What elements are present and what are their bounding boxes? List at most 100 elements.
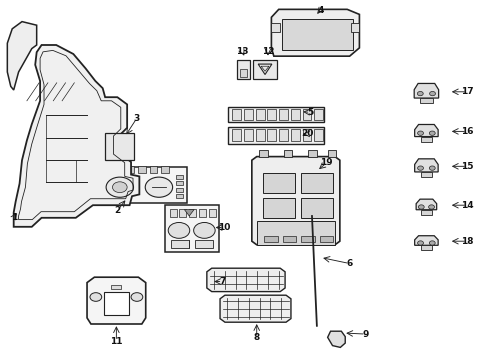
- Text: 15: 15: [460, 162, 472, 171]
- Text: 4: 4: [316, 5, 323, 14]
- Bar: [161, 166, 169, 173]
- Bar: [307, 150, 316, 157]
- Bar: [114, 166, 122, 173]
- Bar: [282, 19, 352, 50]
- Bar: [420, 245, 431, 250]
- Bar: [290, 129, 299, 141]
- Polygon shape: [251, 157, 339, 245]
- Bar: [95, 194, 102, 198]
- Text: 6: 6: [346, 259, 352, 268]
- Text: 13: 13: [235, 46, 248, 55]
- Bar: [228, 127, 323, 144]
- Bar: [301, 236, 314, 242]
- Bar: [244, 129, 252, 141]
- Circle shape: [131, 293, 142, 301]
- Bar: [290, 109, 299, 120]
- Bar: [95, 181, 102, 185]
- Bar: [420, 172, 431, 177]
- Bar: [104, 292, 128, 315]
- Bar: [164, 205, 218, 252]
- Circle shape: [428, 131, 434, 135]
- Bar: [263, 198, 294, 218]
- Bar: [149, 166, 157, 173]
- Text: 14: 14: [460, 201, 472, 210]
- Bar: [302, 109, 311, 120]
- Text: 16: 16: [460, 127, 472, 136]
- Bar: [419, 98, 432, 103]
- Bar: [314, 129, 323, 141]
- Polygon shape: [413, 84, 438, 98]
- Circle shape: [428, 91, 435, 96]
- Bar: [239, 69, 247, 77]
- Bar: [199, 209, 205, 217]
- Text: 3: 3: [134, 113, 140, 122]
- Text: 1: 1: [11, 213, 17, 222]
- Bar: [264, 236, 277, 242]
- Circle shape: [417, 166, 423, 170]
- Circle shape: [428, 166, 434, 170]
- Bar: [421, 210, 430, 215]
- Bar: [105, 133, 134, 160]
- Bar: [170, 240, 188, 248]
- Text: 7: 7: [219, 277, 225, 286]
- Bar: [255, 109, 264, 120]
- Bar: [267, 109, 276, 120]
- Bar: [283, 150, 292, 157]
- Circle shape: [193, 222, 215, 238]
- Bar: [259, 150, 267, 157]
- Bar: [194, 240, 212, 248]
- Text: 20: 20: [300, 129, 313, 138]
- Text: 10: 10: [217, 223, 230, 232]
- Bar: [282, 236, 296, 242]
- Bar: [236, 60, 250, 79]
- Circle shape: [417, 131, 423, 135]
- Polygon shape: [414, 236, 437, 245]
- Bar: [301, 173, 332, 193]
- Polygon shape: [414, 125, 437, 136]
- Bar: [255, 129, 264, 141]
- Polygon shape: [327, 331, 345, 347]
- Bar: [279, 129, 287, 141]
- Polygon shape: [87, 277, 145, 324]
- Polygon shape: [7, 22, 37, 90]
- Circle shape: [427, 205, 434, 209]
- Circle shape: [416, 91, 423, 96]
- Bar: [176, 194, 183, 198]
- Bar: [267, 129, 276, 141]
- Circle shape: [90, 293, 102, 301]
- Bar: [95, 175, 102, 179]
- Text: 19: 19: [320, 158, 332, 167]
- Circle shape: [417, 205, 424, 209]
- Bar: [256, 221, 334, 245]
- Bar: [176, 181, 183, 185]
- Bar: [95, 188, 102, 192]
- Polygon shape: [414, 159, 437, 172]
- Bar: [253, 60, 276, 79]
- Polygon shape: [415, 199, 436, 210]
- Polygon shape: [206, 268, 285, 292]
- Bar: [302, 129, 311, 141]
- Circle shape: [145, 177, 172, 197]
- Circle shape: [428, 241, 434, 245]
- Bar: [228, 107, 323, 122]
- Bar: [111, 285, 121, 289]
- Bar: [263, 173, 294, 193]
- Bar: [327, 150, 336, 157]
- Polygon shape: [184, 210, 194, 216]
- Bar: [314, 109, 323, 120]
- Bar: [232, 109, 241, 120]
- Bar: [244, 109, 252, 120]
- Polygon shape: [271, 9, 359, 56]
- Bar: [208, 209, 215, 217]
- Bar: [179, 209, 186, 217]
- Text: 18: 18: [460, 237, 472, 246]
- Circle shape: [106, 177, 133, 197]
- Bar: [126, 166, 134, 173]
- Bar: [301, 198, 332, 218]
- Bar: [102, 166, 110, 173]
- Text: 12: 12: [261, 46, 274, 55]
- Bar: [319, 236, 333, 242]
- Text: 8: 8: [253, 333, 259, 342]
- Bar: [176, 175, 183, 179]
- Bar: [138, 166, 145, 173]
